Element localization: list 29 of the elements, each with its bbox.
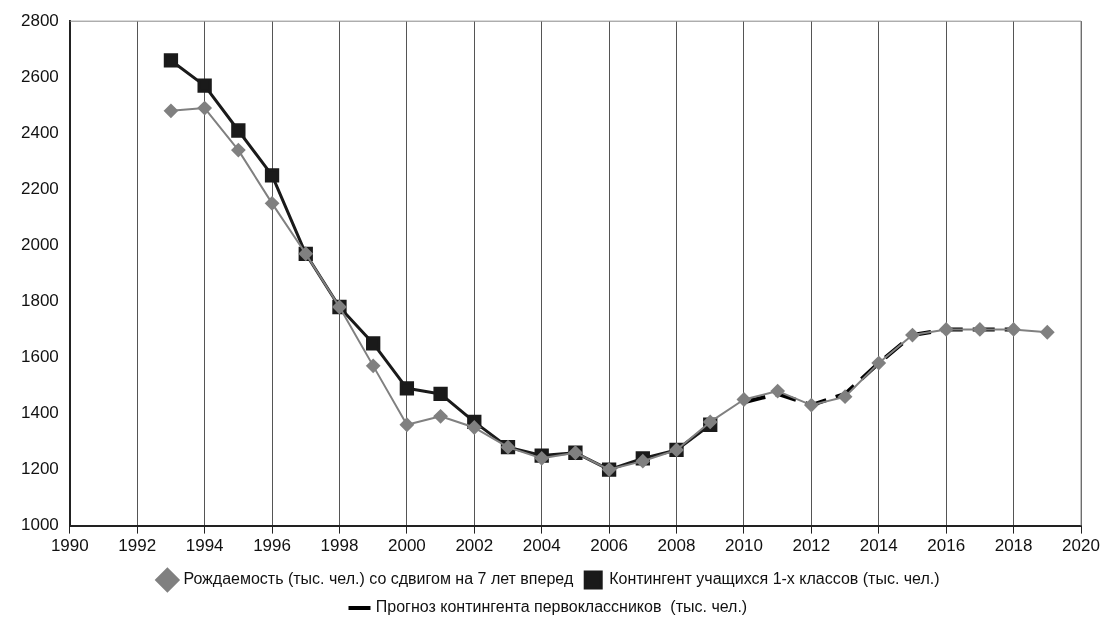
x-tick-label: 2010 xyxy=(725,536,763,556)
x-tick-label: 1998 xyxy=(320,536,359,556)
y-tick-label: 1000 xyxy=(20,515,59,535)
y-tick-label: 2400 xyxy=(20,122,59,142)
legend-label: Рождаемость (тыс. чел.) со сдвигом на 7 лет вперед xyxy=(183,570,574,588)
y-tick-label: 2600 xyxy=(20,66,59,86)
x-tick-label: 2002 xyxy=(455,536,494,556)
y-tick-label: 1600 xyxy=(20,347,59,367)
legend-label: Контингент учащихся 1-х классов (тыс. чел.) xyxy=(609,570,940,588)
y-tick-label: 1400 xyxy=(20,403,59,423)
x-tick-label: 2004 xyxy=(522,536,561,556)
x-tick-label: 1992 xyxy=(118,536,157,556)
y-tick-label: 2800 xyxy=(20,10,59,30)
y-tick-label: 2200 xyxy=(20,179,59,199)
x-tick-label: 2016 xyxy=(927,536,966,556)
x-tick-label: 2012 xyxy=(792,536,831,556)
legend-label: Прогноз контингента первоклассников (тыс. чел.) xyxy=(375,598,748,616)
x-tick-label: 2008 xyxy=(657,536,696,556)
y-tick-label: 2000 xyxy=(20,235,59,255)
x-tick-label: 2018 xyxy=(994,536,1033,556)
x-tick-label: 1994 xyxy=(185,536,224,556)
x-tick-label: 2000 xyxy=(387,536,426,556)
x-tick-label: 1996 xyxy=(253,536,291,556)
x-tick-label: 2006 xyxy=(590,536,629,556)
x-tick-label: 1990 xyxy=(50,536,89,556)
x-tick-label: 2020 xyxy=(1062,536,1100,556)
y-tick-label: 1800 xyxy=(20,291,59,311)
x-tick-label: 2014 xyxy=(859,536,898,556)
y-tick-label: 1200 xyxy=(20,459,59,479)
